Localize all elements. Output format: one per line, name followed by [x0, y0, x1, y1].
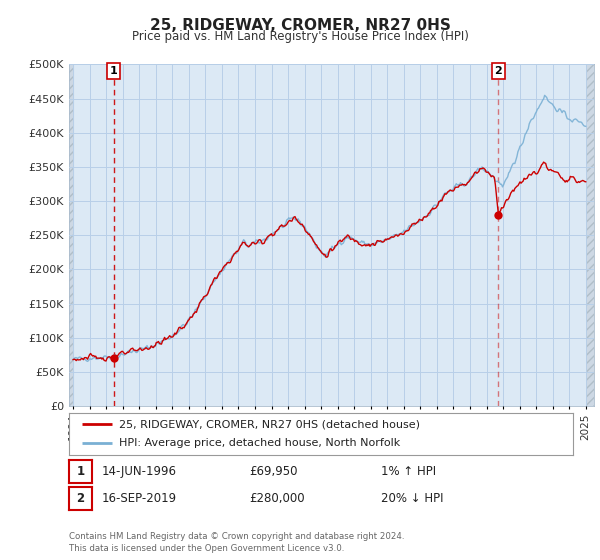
Text: 1: 1 [76, 465, 85, 478]
Text: 16-SEP-2019: 16-SEP-2019 [102, 492, 177, 505]
Text: Contains HM Land Registry data © Crown copyright and database right 2024.
This d: Contains HM Land Registry data © Crown c… [69, 533, 404, 553]
Text: £280,000: £280,000 [249, 492, 305, 505]
Text: 20% ↓ HPI: 20% ↓ HPI [381, 492, 443, 505]
Bar [586, 64, 594, 406]
Text: 2: 2 [76, 492, 85, 505]
Text: 2: 2 [494, 66, 502, 76]
Text: £69,950: £69,950 [249, 465, 298, 478]
Text: 1: 1 [110, 66, 118, 76]
Text: Price paid vs. HM Land Registry's House Price Index (HPI): Price paid vs. HM Land Registry's House … [131, 30, 469, 43]
Text: HPI: Average price, detached house, North Norfolk: HPI: Average price, detached house, Nort… [119, 438, 401, 449]
Text: 1% ↑ HPI: 1% ↑ HPI [381, 465, 436, 478]
Text: 25, RIDGEWAY, CROMER, NR27 0HS (detached house): 25, RIDGEWAY, CROMER, NR27 0HS (detached… [119, 419, 421, 429]
Bar [69, 64, 73, 406]
Text: 25, RIDGEWAY, CROMER, NR27 0HS: 25, RIDGEWAY, CROMER, NR27 0HS [149, 18, 451, 33]
Text: 14-JUN-1996: 14-JUN-1996 [102, 465, 177, 478]
